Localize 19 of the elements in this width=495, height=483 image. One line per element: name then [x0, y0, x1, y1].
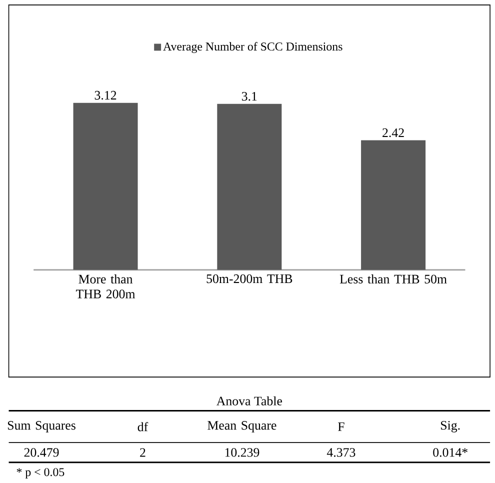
x-tick-label: More than THB 200m [76, 274, 136, 298]
text: Mean Square [208, 421, 276, 432]
text: F [338, 422, 344, 431]
x-tick-label: Less than THB 50m [340, 274, 447, 284]
text: Sum Squares [8, 421, 76, 432]
text: Sig. [440, 421, 460, 432]
text: 20.479 [24, 448, 59, 457]
data-label: 2.42 [382, 128, 404, 138]
legend-label: Average Number of SCC Dimensions [163, 42, 342, 54]
text: 2 [140, 448, 146, 457]
text: 0.014* [433, 448, 468, 457]
data-label: 3.1 [242, 92, 257, 101]
data-label: 3.12 [94, 90, 116, 100]
text: 10.239 [225, 448, 260, 457]
text: 4.373 [326, 448, 356, 457]
text: Anova Table [216, 396, 282, 406]
text: * p < 0.05 [16, 468, 64, 479]
text: df [138, 422, 148, 432]
x-tick-label: 50m-200m THB [206, 274, 292, 284]
